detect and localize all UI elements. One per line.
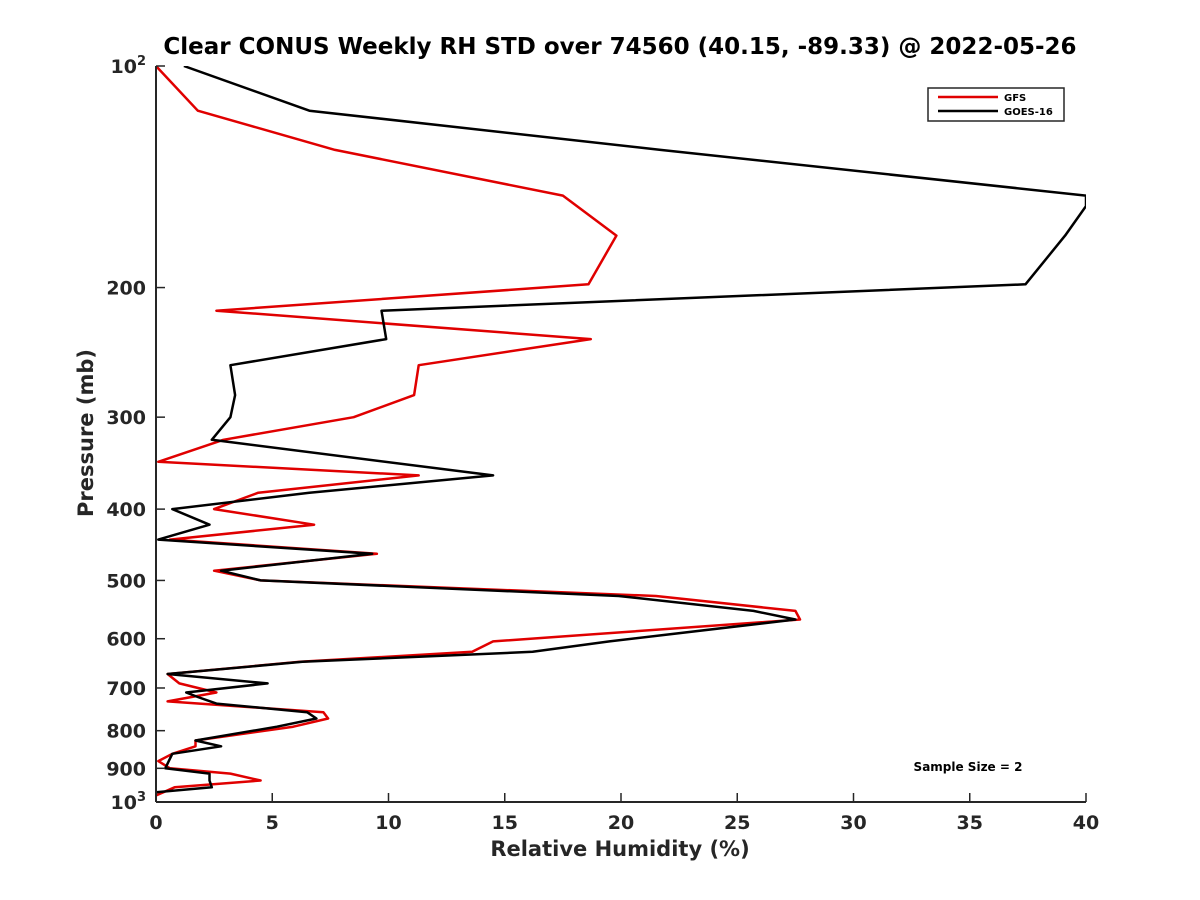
y-tick-label: 600 — [106, 629, 146, 651]
chart-title: Clear CONUS Weekly RH STD over 74560 (40… — [163, 34, 1076, 60]
legend-label-gfs: GFS — [1004, 93, 1026, 104]
y-tick-label: 102 — [111, 54, 147, 78]
y-axis-label: Pressure (mb) — [74, 349, 98, 517]
x-tick-label: 25 — [724, 812, 750, 834]
x-tick-label: 0 — [149, 812, 162, 834]
y-tick-label: 400 — [106, 499, 146, 521]
x-tick-label: 10 — [375, 812, 401, 834]
legend-box — [927, 87, 1065, 122]
legend-label-goes-16: GOES-16 — [1004, 107, 1053, 118]
series-layer — [156, 66, 1086, 797]
y-tick-label: 300 — [106, 407, 146, 429]
x-tick-label: 5 — [266, 812, 279, 834]
series-line-goes-16 — [156, 66, 1086, 794]
y-tick-label: 200 — [106, 278, 146, 300]
y-tick-label: 103 — [111, 790, 147, 814]
x-tick-label: 40 — [1073, 812, 1099, 834]
y-tick-label: 900 — [106, 758, 146, 780]
x-axis-label: Relative Humidity (%) — [490, 837, 749, 861]
axes-layer: 0 5 10 15 20 25 30 35 40 102 200 300 400 500 600 700 800… — [106, 54, 1099, 834]
x-tick-label: 15 — [492, 812, 518, 834]
x-tick-label: 35 — [957, 812, 983, 834]
x-tick-label: 20 — [608, 812, 634, 834]
series-line-gfs — [156, 66, 802, 797]
y-tick-label: 700 — [106, 678, 146, 700]
legend: GFS GOES-16 — [927, 87, 1065, 122]
sample-size-annotation: Sample Size = 2 — [914, 760, 1023, 774]
y-tick-label: 800 — [106, 721, 146, 743]
y-tick-label: 500 — [106, 570, 146, 592]
x-tick-label: 30 — [840, 812, 866, 834]
